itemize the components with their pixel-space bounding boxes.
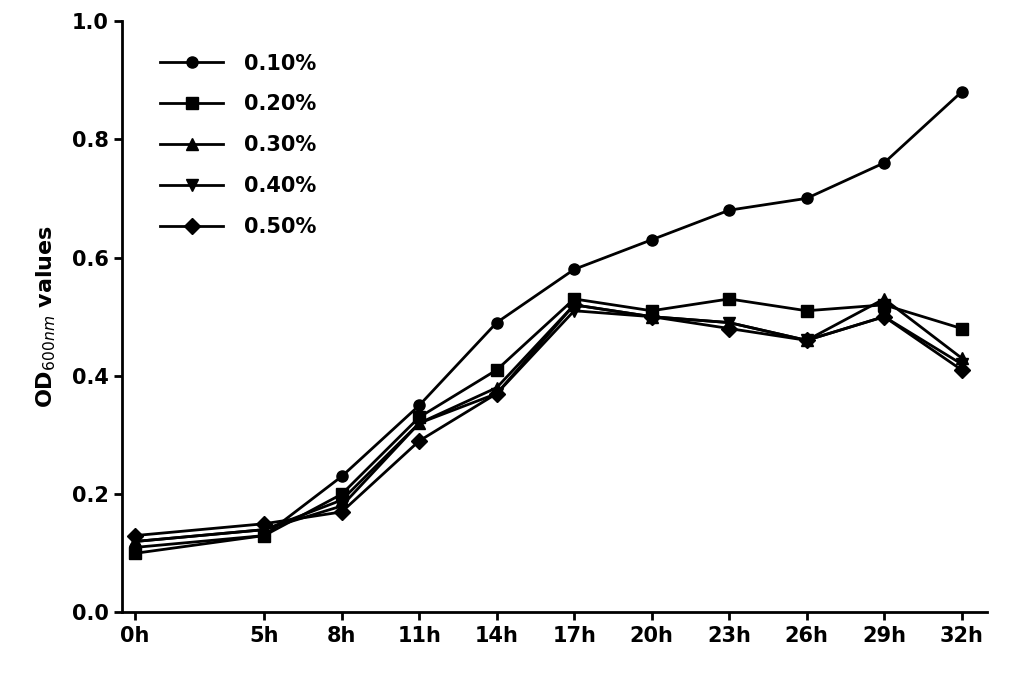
0.10% [491,319,503,327]
0.50% [129,532,142,540]
0.10% [568,265,580,274]
0.20% [879,301,891,309]
0.10% [129,543,142,551]
0.30% [413,419,426,427]
0.40% [800,336,812,345]
0.50% [336,508,348,516]
Line: 0.20%: 0.20% [129,294,967,559]
0.40% [645,313,658,321]
0.20% [413,413,426,422]
0.50% [491,390,503,398]
0.10% [413,401,426,409]
Y-axis label: OD$_{600nm}$ values: OD$_{600nm}$ values [35,226,58,408]
0.20% [259,532,271,540]
0.10% [723,206,735,214]
0.40% [336,502,348,510]
0.10% [956,88,968,96]
0.30% [956,354,968,362]
0.50% [413,437,426,445]
0.20% [336,490,348,498]
Line: 0.10%: 0.10% [129,86,967,553]
0.20% [800,306,812,315]
0.40% [259,525,271,534]
0.30% [491,383,503,392]
0.30% [259,525,271,534]
0.40% [956,360,968,368]
0.50% [956,366,968,374]
0.40% [491,390,503,398]
0.50% [568,301,580,309]
0.30% [645,313,658,321]
0.50% [879,313,891,321]
Line: 0.50%: 0.50% [129,299,967,541]
0.30% [129,537,142,546]
0.20% [568,295,580,303]
0.20% [491,366,503,374]
0.10% [645,235,658,244]
0.50% [723,324,735,333]
0.20% [723,295,735,303]
0.30% [800,336,812,345]
0.10% [879,159,891,167]
Line: 0.40%: 0.40% [129,306,967,547]
0.40% [413,419,426,427]
0.30% [879,295,891,303]
0.30% [568,301,580,309]
0.50% [259,519,271,528]
0.50% [645,313,658,321]
0.40% [723,319,735,327]
Line: 0.30%: 0.30% [129,294,967,547]
0.10% [800,194,812,203]
Legend: 0.10%, 0.20%, 0.30%, 0.40%, 0.50%: 0.10%, 0.20%, 0.30%, 0.40%, 0.50% [150,43,327,247]
0.20% [956,324,968,333]
0.20% [645,306,658,315]
0.30% [336,496,348,504]
0.40% [568,306,580,315]
0.30% [723,319,735,327]
0.40% [879,313,891,321]
0.20% [129,549,142,557]
0.50% [800,336,812,345]
0.10% [259,532,271,540]
0.10% [336,472,348,480]
0.40% [129,537,142,546]
